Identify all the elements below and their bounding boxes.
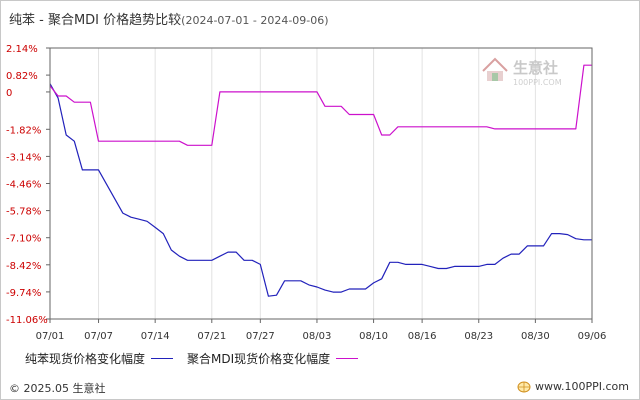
series-line-mdi <box>49 64 592 146</box>
y-tick-label: -3.14% <box>6 152 41 163</box>
x-tick-label: 08/10 <box>359 331 388 342</box>
y-tick-label: -5.78% <box>6 207 41 218</box>
x-tick-label: 07/07 <box>84 331 113 342</box>
watermark-url: 100PPI.COM <box>513 78 562 87</box>
footer-copyright: © 2025.05 生意社 <box>9 382 106 395</box>
y-tick-label: -1.82% <box>6 125 41 136</box>
x-tick-label: 08/23 <box>464 331 493 342</box>
y-tick-label: -9.74% <box>6 288 41 299</box>
legend-swatch-mdi <box>336 358 359 359</box>
x-tick-label: 07/27 <box>246 331 275 342</box>
x-tick-label: 09/06 <box>578 331 607 342</box>
grid <box>98 48 536 319</box>
x-tick-label: 07/01 <box>36 331 65 342</box>
globe-icon <box>517 381 531 393</box>
legend: 纯苯现货价格变化幅度 聚合MDI现货价格变化幅度 <box>25 350 372 367</box>
y-tick-label: -4.46% <box>6 180 41 191</box>
y-tick-label: 0 <box>6 88 12 99</box>
house-roof-icon <box>482 57 508 72</box>
series-line-benzene <box>49 83 592 297</box>
y-tick-label: -7.10% <box>6 234 41 245</box>
legend-swatch-benzene <box>151 358 174 359</box>
legend-label-mdi: 聚合MDI现货价格变化幅度 <box>187 352 331 366</box>
y-tick-label: 2.14% <box>6 44 38 55</box>
x-tick-label: 08/03 <box>303 331 332 342</box>
y-tick-label: -11.06% <box>6 315 48 326</box>
chart-date-range: (2024-07-01 - 2024-09-06) <box>181 14 329 27</box>
legend-label-benzene: 纯苯现货价格变化幅度 <box>25 352 146 366</box>
y-tick-label: -8.42% <box>6 261 41 272</box>
watermark-logo: 生意社 100PPI.COM <box>482 57 562 87</box>
chart-title: 纯苯 - 聚合MDI 价格趋势比较(2024-07-01 - 2024-09-0… <box>9 9 329 28</box>
x-axis-ticks: 07/01 07/07 07/14 07/21 07/27 08/03 08/10 08/16… <box>36 319 607 342</box>
x-tick-label: 08/30 <box>521 331 550 342</box>
chart-title-text: 纯苯 - 聚合MDI 价格趋势比较 <box>9 13 182 28</box>
watermark-name: 生意社 <box>513 59 558 77</box>
x-tick-label: 07/21 <box>197 331 226 342</box>
footer-site[interactable]: www.100PPI.com <box>517 380 629 393</box>
series-lines <box>49 64 592 297</box>
footer-site-text: www.100PPI.com <box>535 380 629 393</box>
x-tick-label: 07/14 <box>141 331 170 342</box>
x-tick-label: 08/16 <box>408 331 437 342</box>
y-axis-ticks: 2.14% 0.82% 0 -1.82% -3.14% -4.46% -5.78% -7.10… <box>6 44 50 326</box>
y-tick-label: 0.82% <box>6 71 38 82</box>
plot-border <box>49 47 593 320</box>
house-door-icon <box>492 73 498 81</box>
